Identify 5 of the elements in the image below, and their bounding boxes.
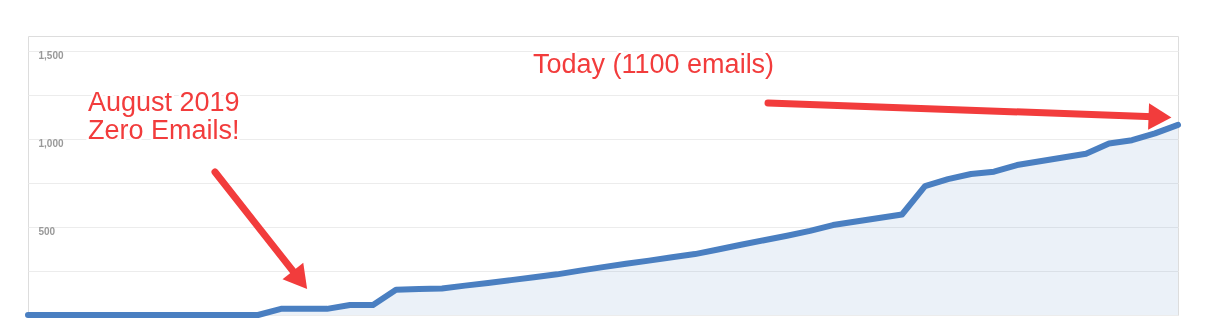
y-tick-label: 1,500 (38, 50, 64, 62)
y-tick-label: 500 (38, 226, 56, 238)
y-tick-label: 1,000 (38, 138, 64, 150)
annotation: August 2019 Zero Emails! (88, 87, 240, 145)
annotation: Today (1100 emails) (533, 49, 775, 79)
